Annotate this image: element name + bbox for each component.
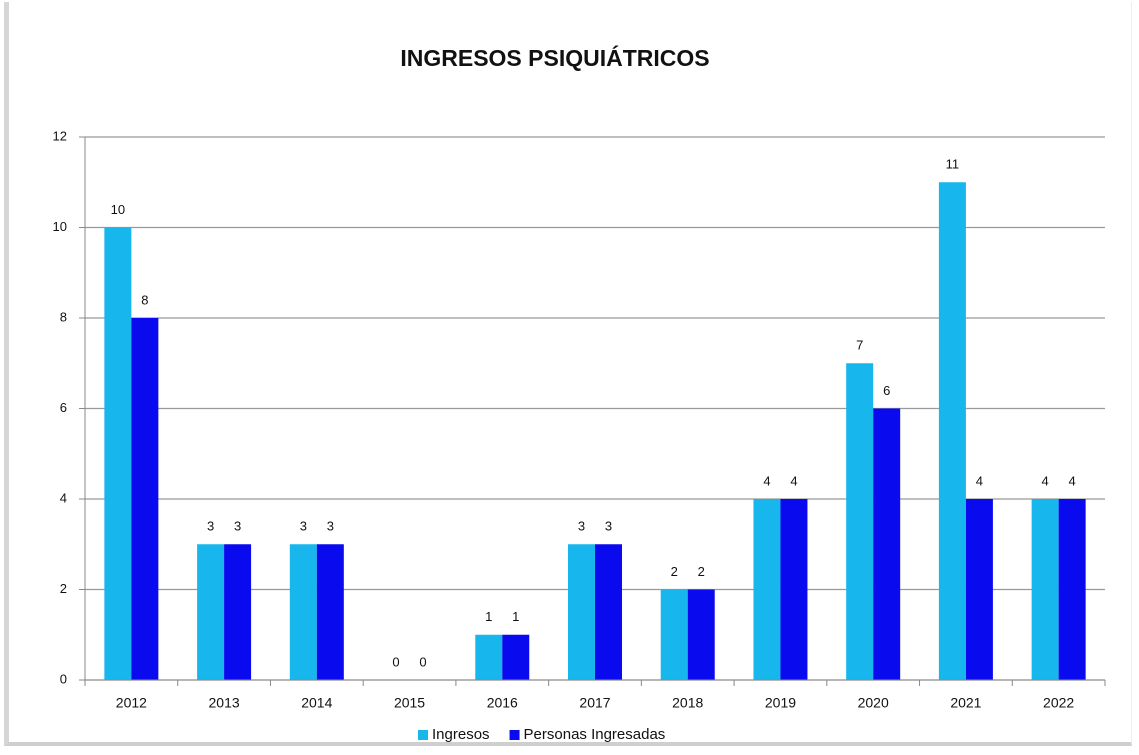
data-label: 3 — [300, 519, 307, 534]
data-label: 4 — [1069, 473, 1076, 488]
x-tick-label: 2019 — [765, 695, 796, 711]
data-label: 4 — [790, 473, 797, 488]
legend-label: Personas Ingresadas — [524, 726, 666, 743]
x-tick-label: 2018 — [672, 695, 703, 711]
bar — [1058, 499, 1086, 680]
data-label: 6 — [883, 383, 890, 398]
data-label: 3 — [605, 519, 612, 534]
data-label: 0 — [392, 654, 399, 669]
x-tick-label: 2020 — [858, 695, 889, 711]
y-tick-label: 8 — [60, 309, 67, 324]
bar — [289, 544, 317, 680]
data-label: 4 — [1042, 473, 1049, 488]
x-tick-label: 2015 — [394, 695, 425, 711]
y-tick-label: 0 — [60, 671, 67, 686]
chart-title: INGRESOS PSIQUIÁTRICOS — [400, 44, 709, 71]
x-tick-label: 2022 — [1043, 695, 1074, 711]
data-label: 2 — [671, 564, 678, 579]
bar — [753, 499, 781, 680]
chart-frame — [4, 2, 1132, 746]
data-label: 0 — [419, 654, 426, 669]
bar — [873, 408, 901, 680]
x-tick-label: 2014 — [301, 695, 332, 711]
bar — [475, 634, 503, 680]
x-tick-label: 2012 — [116, 695, 147, 711]
y-tick-label: 12 — [53, 128, 67, 143]
y-tick-label: 6 — [60, 400, 67, 415]
data-label: 3 — [234, 519, 241, 534]
data-label: 11 — [946, 157, 960, 172]
data-label: 7 — [856, 338, 863, 353]
data-label: 1 — [512, 609, 519, 624]
data-label: 10 — [111, 202, 125, 217]
data-label: 3 — [578, 519, 585, 534]
bar — [687, 589, 715, 680]
data-label: 3 — [327, 519, 334, 534]
bar — [104, 227, 132, 680]
bar — [502, 634, 530, 680]
bar — [1031, 499, 1059, 680]
bar — [938, 182, 966, 680]
data-label: 3 — [207, 519, 214, 534]
data-label: 4 — [976, 473, 983, 488]
bar — [568, 544, 595, 680]
x-tick-label: 2017 — [579, 695, 610, 711]
bar — [846, 363, 874, 680]
bar — [224, 544, 252, 680]
bar — [316, 544, 344, 680]
y-tick-label: 2 — [60, 581, 67, 596]
bar — [965, 499, 993, 680]
data-label: 4 — [763, 473, 770, 488]
legend-swatch — [418, 730, 428, 740]
bar — [197, 544, 225, 680]
data-label: 1 — [485, 609, 492, 624]
legend-label: Ingresos — [432, 726, 490, 743]
x-tick-label: 2016 — [487, 695, 518, 711]
y-tick-label: 4 — [60, 490, 67, 505]
x-tick-label: 2021 — [950, 695, 981, 711]
bar — [131, 318, 159, 680]
bar — [780, 499, 808, 680]
data-label: 2 — [698, 564, 705, 579]
x-tick-label: 2013 — [209, 695, 240, 711]
legend-swatch — [509, 730, 520, 740]
y-tick-label: 10 — [53, 219, 67, 234]
data-label: 8 — [141, 292, 148, 307]
bar — [595, 544, 622, 680]
bar — [660, 589, 688, 680]
